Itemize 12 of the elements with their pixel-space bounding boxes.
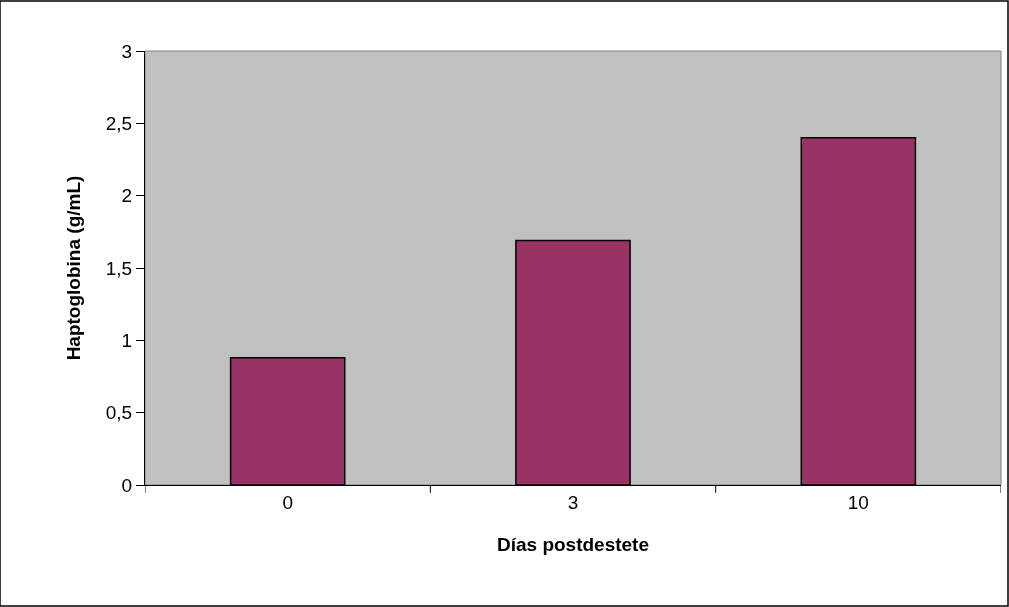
x-tick-label: 0 (282, 491, 293, 513)
y-tick-label: 3 (121, 40, 133, 62)
y-tick-label: 1,5 (105, 257, 133, 279)
y-tick-label: 0,5 (105, 402, 133, 424)
x-tick-label: 10 (847, 491, 869, 513)
y-tick-label: 2 (121, 185, 133, 207)
y-tick-label: 1 (121, 329, 133, 351)
x-tick-label: 3 (567, 491, 579, 513)
y-tick-label: 2,5 (105, 112, 133, 134)
y-axis-title: Haptoglobina (g/mL) (62, 175, 84, 361)
x-axis-title: Días postdestete (496, 533, 650, 555)
y-tick-label: 0 (121, 474, 133, 496)
